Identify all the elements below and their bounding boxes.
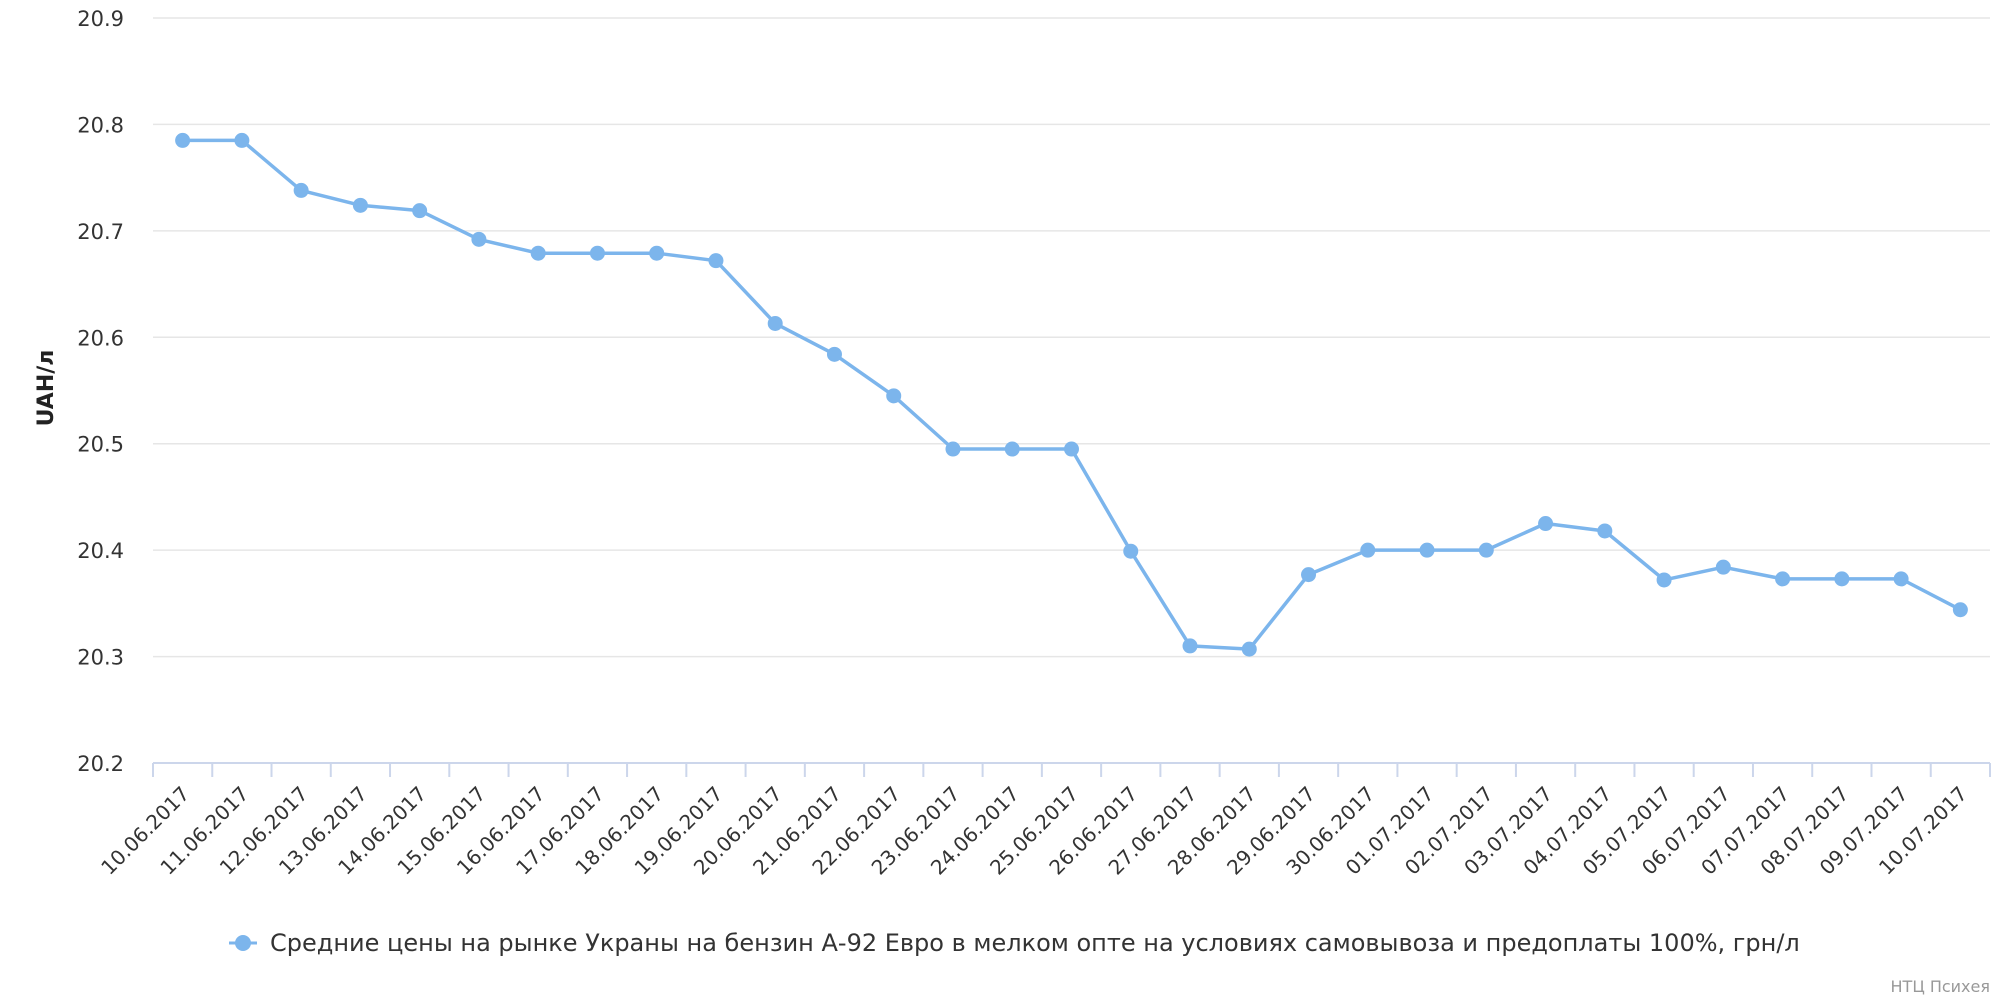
data-point[interactable] [352, 197, 368, 213]
data-point[interactable] [1715, 559, 1731, 575]
y-tick-label: 20.5 [77, 433, 124, 457]
data-point[interactable] [1064, 441, 1079, 457]
data-point[interactable] [1597, 523, 1613, 539]
series-line [180, 138, 1963, 651]
x-axis: 10.06.201711.06.201712.06.201713.06.2017… [96, 762, 1991, 880]
data-point[interactable] [1419, 542, 1435, 558]
data-point[interactable] [1241, 641, 1257, 657]
y-axis: 20.2 20.3 20.4 20.5 20.6 20.7 20.8 20.9 [77, 7, 124, 776]
data-point[interactable] [589, 245, 605, 261]
legend-label: Средние цены на рынке Украны на бензин А… [270, 929, 1800, 957]
legend-dot-marker [235, 935, 251, 951]
data-point[interactable] [1893, 571, 1909, 587]
grid-lines [153, 17, 1990, 658]
data-point[interactable] [826, 346, 842, 362]
data-point[interactable] [234, 132, 250, 148]
data-point[interactable] [471, 231, 487, 247]
data-point[interactable] [293, 182, 309, 198]
data-point[interactable] [1182, 638, 1198, 654]
data-point[interactable] [1360, 542, 1376, 558]
data-point[interactable] [530, 245, 546, 261]
data-point[interactable] [767, 315, 783, 331]
data-point[interactable] [1123, 543, 1139, 559]
y-tick-label: 20.6 [77, 326, 124, 350]
y-tick-label: 20.3 [77, 646, 124, 670]
data-point[interactable] [1656, 572, 1672, 588]
y-tick-label: 20.9 [77, 7, 124, 31]
series-group [175, 132, 1968, 657]
credit-label[interactable]: НТЦ Психея [1891, 977, 1990, 996]
data-point[interactable] [886, 388, 902, 404]
data-point[interactable] [1478, 542, 1494, 558]
legend[interactable]: Средние цены на рынке Украны на бензин А… [229, 929, 1800, 957]
data-point[interactable] [649, 245, 665, 261]
data-point[interactable] [175, 132, 191, 148]
data-point[interactable] [1775, 571, 1791, 587]
y-tick-label: 20.7 [77, 220, 124, 244]
data-point[interactable] [1834, 571, 1850, 587]
data-point[interactable] [708, 253, 724, 269]
y-tick-label: 20.8 [77, 113, 124, 137]
data-point[interactable] [945, 441, 961, 457]
y-tick-label: 20.4 [77, 539, 124, 563]
y-axis-title: UAH/л [34, 350, 59, 427]
data-point[interactable] [412, 203, 428, 219]
data-point[interactable] [1004, 441, 1020, 457]
data-point[interactable] [1952, 602, 1968, 618]
data-point[interactable] [1301, 567, 1317, 583]
data-point[interactable] [1538, 516, 1554, 532]
y-tick-label: 20.2 [77, 752, 124, 776]
